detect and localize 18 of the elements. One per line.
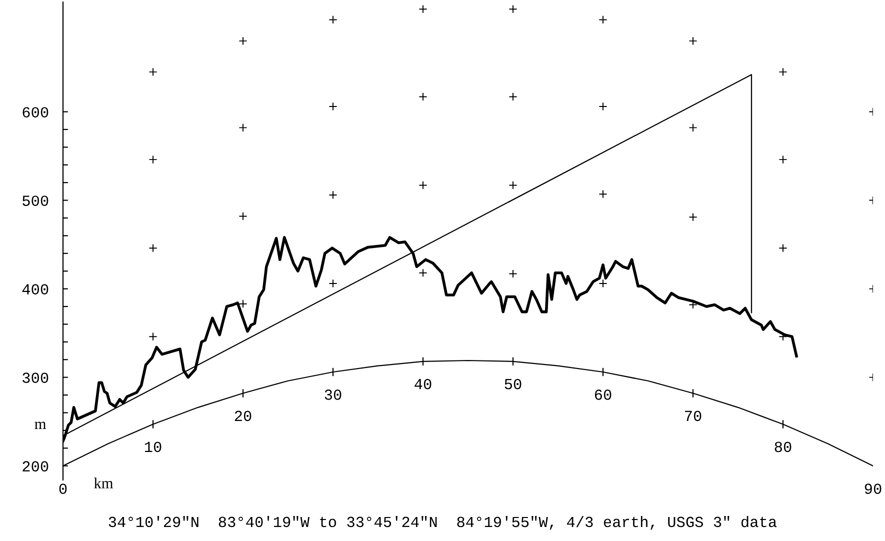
y-tick-label: 600 bbox=[22, 107, 48, 118]
annotation: 50 bbox=[504, 378, 522, 390]
annotation: 70 bbox=[685, 410, 702, 422]
annotation: 40 bbox=[414, 378, 432, 390]
y-tick-label: 200 bbox=[22, 461, 48, 472]
x-tick-label: 0 bbox=[59, 484, 67, 494]
y-tick-label: 400 bbox=[22, 284, 48, 294]
annotation: 60 bbox=[594, 390, 612, 400]
annotation: 10 bbox=[144, 442, 162, 452]
x-tick-label: 90 bbox=[864, 484, 882, 494]
x-axis-title: km bbox=[94, 478, 114, 488]
y-tick-label: 500 bbox=[22, 196, 48, 206]
y-axis-title: m bbox=[34, 422, 46, 429]
annotation: 20 bbox=[234, 410, 252, 422]
y-tick-label: 300 bbox=[22, 372, 48, 384]
annotation: 30 bbox=[324, 390, 342, 400]
text: 34°10′29″N 83°40′19″W to 33°45′24″N 84°19′55″W, 4/3 earth, USGS 3″ data bbox=[108, 516, 777, 530]
annotation: 80 bbox=[774, 442, 792, 452]
